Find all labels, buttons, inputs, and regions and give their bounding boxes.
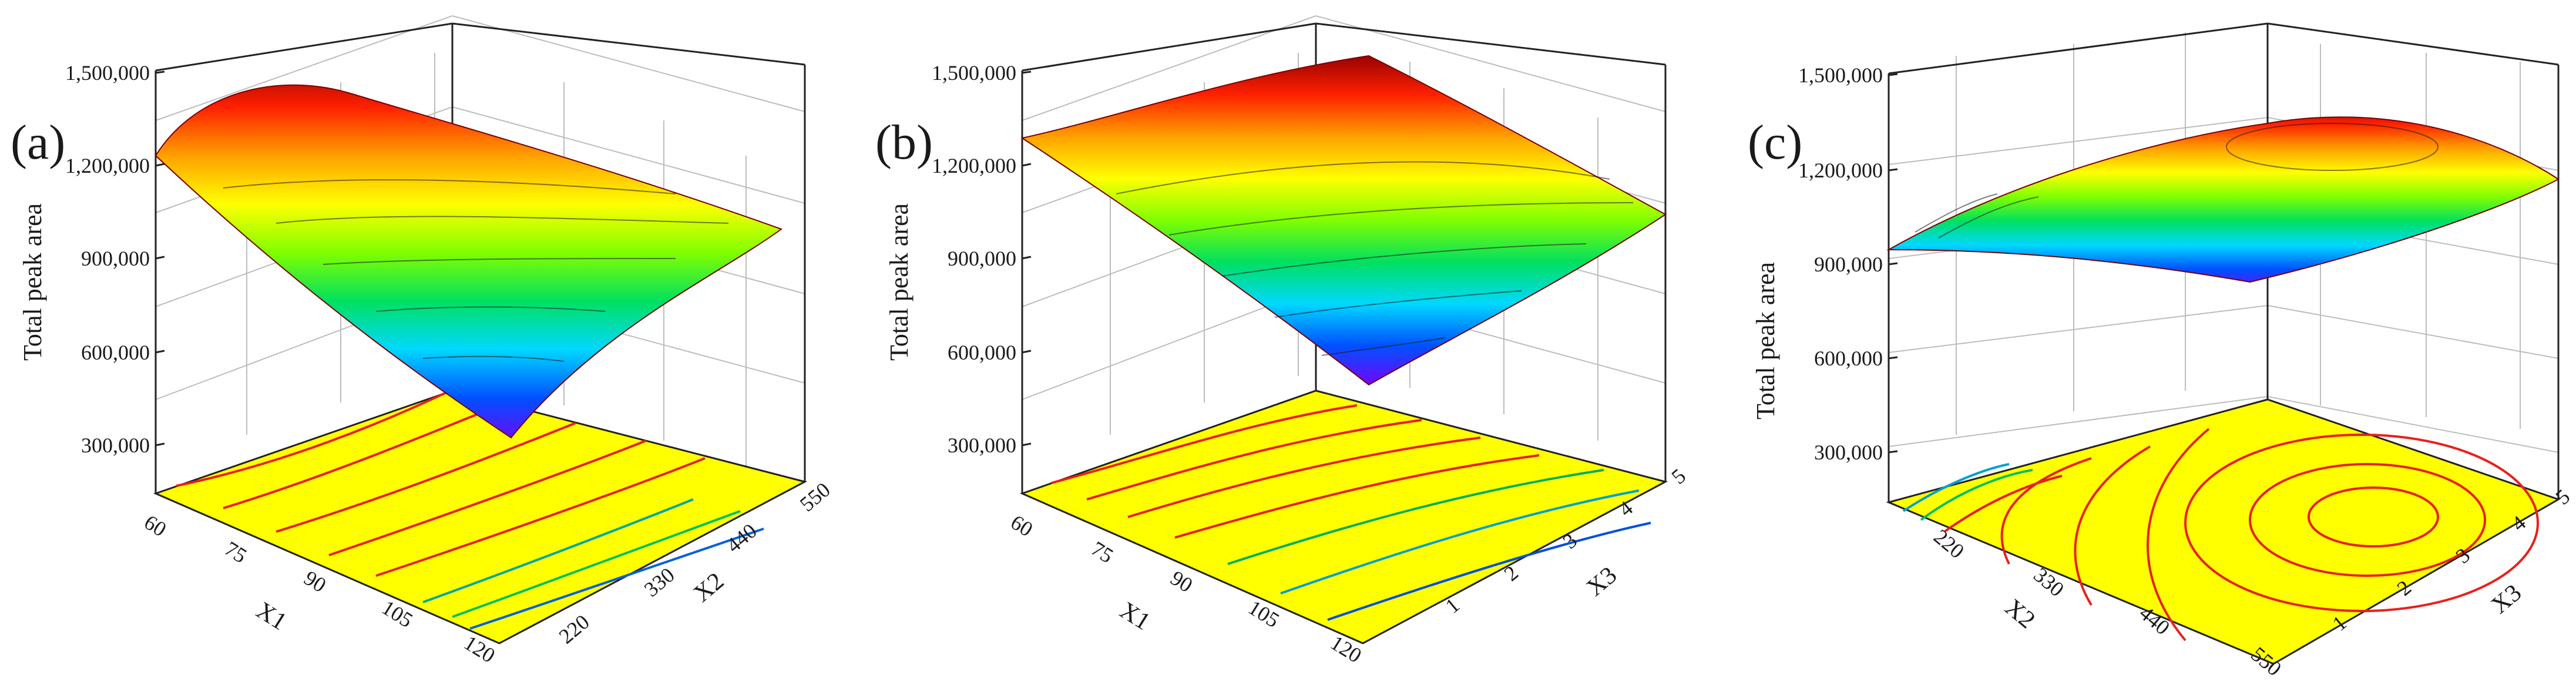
z-tick: 600,000 <box>1814 347 1898 370</box>
panel-c-z-title: Total peak area <box>1751 262 1780 419</box>
panel-c-floor <box>1886 398 2561 665</box>
panel-a-label: (a) <box>11 115 65 170</box>
z-tick: 300,000 <box>948 434 1032 457</box>
z-tick: 600,000 <box>948 341 1032 364</box>
panel-a: 300,000 600,000 900,000 1,200,000 1,500,… <box>11 15 835 667</box>
panel-b-surface <box>1020 55 1667 386</box>
z-tick-label: 1,500,000 <box>65 61 150 85</box>
z-tick: 1,200,000 <box>1798 159 1898 182</box>
panel-b-x-title: X1 <box>1115 597 1155 636</box>
panel-c-label: (c) <box>1748 115 1802 170</box>
z-tick-label: 1,500,000 <box>932 61 1016 85</box>
z-tick: 1,200,000 <box>65 154 165 177</box>
panel-a-z-ticks: 300,000 600,000 900,000 1,200,000 1,500,… <box>65 61 165 457</box>
panel-b-floor-contours <box>1051 404 1651 621</box>
z-tick-label: 300,000 <box>948 434 1016 457</box>
y-tick-label: 5 <box>2551 485 2575 509</box>
z-tick: 1,500,000 <box>932 61 1032 85</box>
z-tick: 1,500,000 <box>1798 63 1898 87</box>
panel-c-x-title: X2 <box>2000 594 2040 634</box>
panel-b: 300,000 600,000 900,000 1,200,000 1,500,… <box>875 15 1691 667</box>
z-tick-label: 300,000 <box>1814 441 1883 464</box>
z-tick-label: 300,000 <box>81 434 150 457</box>
z-tick-label: 1,200,000 <box>1798 159 1883 182</box>
x-tick-label: 60 <box>140 510 170 541</box>
z-tick: 300,000 <box>1814 441 1898 464</box>
panel-c-floor-contours <box>1902 428 2539 642</box>
x-tick-label: 90 <box>1166 566 1197 597</box>
x-tick-label: 75 <box>220 536 251 568</box>
panel-b-z-ticks: 300,000 600,000 900,000 1,200,000 1,500,… <box>932 61 1032 457</box>
z-tick-label: 900,000 <box>1814 253 1883 276</box>
panel-c-z-ticks: 300,000 600,000 900,000 1,200,000 1,500,… <box>1798 63 1898 464</box>
panel-b-floor <box>1019 390 1668 644</box>
panel-a-floor <box>153 390 808 644</box>
z-tick-label: 1,500,000 <box>1798 63 1883 87</box>
panel-b-label: (b) <box>875 115 933 170</box>
y-tick-label: 1 <box>1441 593 1465 618</box>
panel-b-surface-contours <box>1116 161 1634 356</box>
z-tick: 600,000 <box>81 341 165 364</box>
z-tick-label: 600,000 <box>1814 347 1883 370</box>
z-tick: 900,000 <box>81 247 165 270</box>
panel-c: 300,000 600,000 900,000 1,200,000 1,500,… <box>1748 22 2575 680</box>
panel-c-surface <box>1886 116 2560 283</box>
z-tick-label: 600,000 <box>948 341 1016 364</box>
panel-a-x-title: X1 <box>251 597 291 636</box>
y-tick-label: 440 <box>722 519 761 557</box>
y-tick-label: 5 <box>1667 464 1691 489</box>
panel-b-z-title: Total peak area <box>885 203 913 361</box>
x-tick-label: 90 <box>300 566 330 597</box>
panel-a-y-title: X2 <box>688 568 729 607</box>
z-tick-label: 900,000 <box>948 247 1016 270</box>
panel-b-y-title: X3 <box>1581 562 1622 602</box>
z-tick: 1,200,000 <box>932 154 1032 177</box>
z-tick: 1,500,000 <box>65 61 165 85</box>
panel-a-surface <box>155 84 783 439</box>
z-tick: 900,000 <box>948 247 1032 270</box>
panel-a-z-title: Total peak area <box>18 203 47 361</box>
z-tick-label: 1,200,000 <box>932 154 1016 177</box>
z-tick: 300,000 <box>81 434 165 457</box>
panel-c-y-title: X3 <box>2486 579 2527 619</box>
z-tick-label: 600,000 <box>81 341 150 364</box>
z-tick: 900,000 <box>1814 253 1898 276</box>
y-tick-label: 220 <box>555 610 594 648</box>
z-tick-label: 900,000 <box>81 247 150 270</box>
panel-a-surface-contours <box>223 179 729 362</box>
z-tick-label: 1,200,000 <box>65 154 150 177</box>
panel-c-surface-contours <box>1915 123 2439 239</box>
x-tick-label: 75 <box>1087 536 1117 568</box>
x-tick-label: 60 <box>1006 510 1037 541</box>
panel-a-floor-contours <box>176 391 764 630</box>
